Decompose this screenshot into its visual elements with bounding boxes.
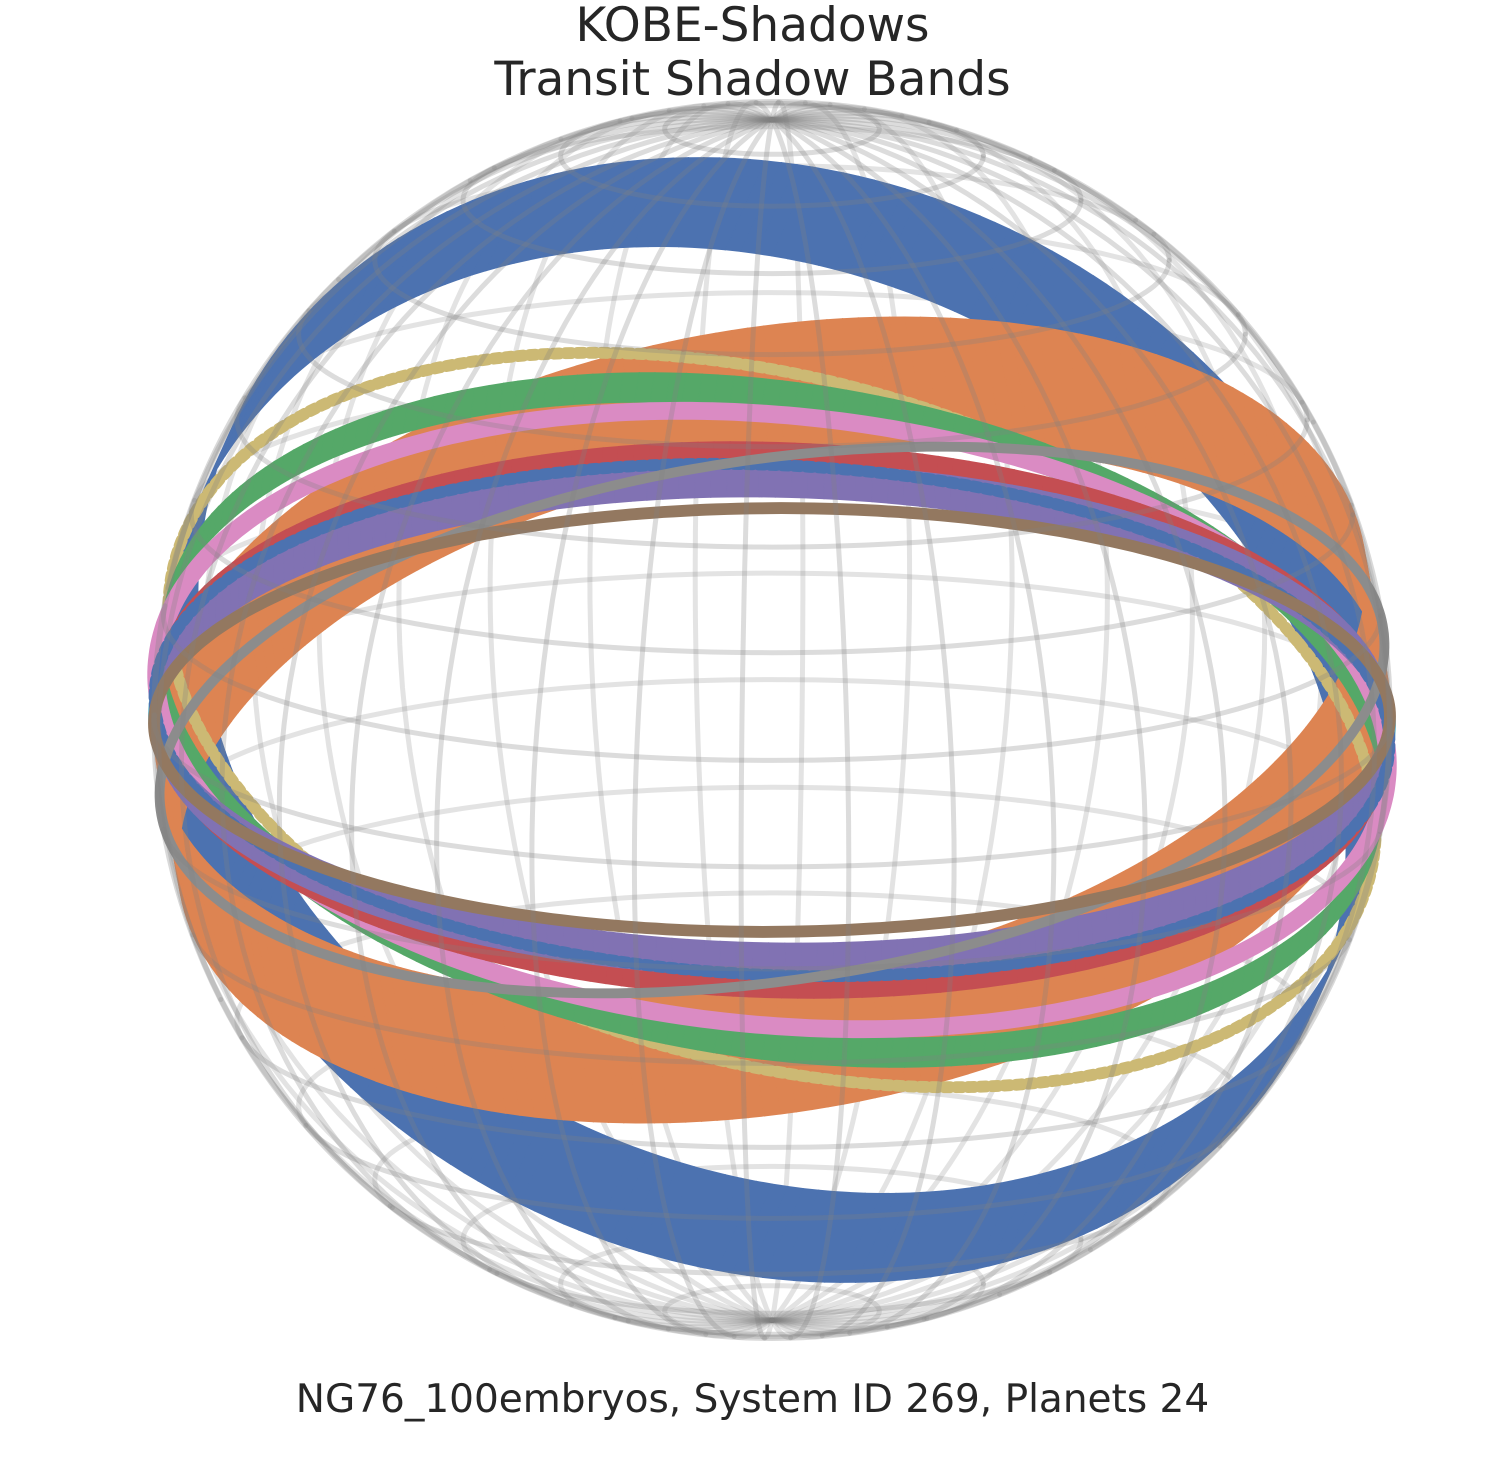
meridian-line <box>529 117 775 1337</box>
meridian-line <box>219 117 775 1276</box>
meridian-line <box>769 1315 930 1332</box>
meridian-line <box>769 117 1294 1297</box>
meridian-line <box>569 1302 775 1330</box>
latitude-line <box>491 124 1057 173</box>
latitude-line <box>303 1122 1238 1221</box>
meridian-line <box>336 116 775 282</box>
latitude-line <box>617 103 932 125</box>
meridian-line <box>769 117 1148 1330</box>
meridian-line <box>769 1317 794 1341</box>
meridian-line <box>434 117 775 1332</box>
meridian-line <box>467 114 775 184</box>
meridian-line <box>701 103 775 123</box>
latitude-line <box>160 677 1384 832</box>
latitude-line <box>1047 1237 1084 1275</box>
latitude-line <box>487 1267 1053 1316</box>
meridian-line <box>769 1317 853 1337</box>
meridian-line <box>769 117 1344 1253</box>
meridian-line <box>738 117 775 1341</box>
meridian-line <box>631 117 775 1339</box>
meridian-line <box>769 99 806 1323</box>
sphere-outline <box>151 99 1393 1341</box>
figure-subtitle: Transit Shadow Bands <box>494 52 1011 107</box>
meridian-line <box>731 1317 775 1340</box>
meridian-line <box>666 106 775 123</box>
latitude-line <box>612 1315 927 1337</box>
meridian-line <box>218 997 775 1324</box>
meridian-line <box>769 100 913 1323</box>
latitude-line <box>926 119 986 159</box>
latitude-line <box>296 308 1248 450</box>
latitude-line <box>234 395 1310 550</box>
meridian-line <box>769 102 1015 1323</box>
meridian-line <box>769 117 1392 834</box>
meridian-line <box>769 100 808 123</box>
meridian-line <box>178 117 775 1211</box>
meridian-line <box>692 99 775 1323</box>
meridian-line <box>762 1317 775 1341</box>
brown-band <box>148 502 1396 938</box>
latitude-line <box>558 118 986 209</box>
meridian-line <box>156 117 775 1002</box>
meridian-line <box>625 1317 775 1333</box>
latitude-line <box>239 1035 1302 1150</box>
meridian-line <box>665 1317 775 1336</box>
meridian-line <box>769 1317 825 1339</box>
meridian-line <box>769 110 960 133</box>
latitude-line <box>372 228 1172 358</box>
meridian-line <box>558 111 775 142</box>
meridian-line <box>725 101 775 123</box>
meridian-line <box>703 1317 775 1338</box>
latitude-line <box>190 932 1352 1066</box>
meridian-line <box>769 117 1057 1336</box>
meridian-line <box>769 113 1033 161</box>
meridian-line <box>769 107 905 123</box>
latitude-line <box>160 603 1384 763</box>
latitude-line <box>1051 167 1084 203</box>
meridian-line <box>389 1205 775 1325</box>
figure-title: KOBE-Shadows <box>575 0 930 53</box>
meridian-line <box>769 1143 1223 1324</box>
latitude-line <box>151 712 1393 870</box>
latitude-line <box>188 497 1356 656</box>
meridian-line <box>769 115 1139 223</box>
meridian-line <box>769 1292 1003 1329</box>
meridian-line <box>276 117 775 1307</box>
latitude-line <box>921 1281 986 1322</box>
meridian-line <box>769 117 1378 1149</box>
meridian-line <box>769 117 957 1339</box>
meridian-line <box>769 99 781 123</box>
meridian-line <box>769 102 833 123</box>
sphere-wireframe-front <box>151 99 1393 1341</box>
meridian-line <box>769 117 1228 1321</box>
meridian-line <box>769 104 867 123</box>
latitude-line <box>460 165 1084 277</box>
shadow-bands <box>147 157 1397 1283</box>
meridian-line <box>769 116 1316 425</box>
system-caption: NG76_100embryos, System ID 269, Planets … <box>295 1377 1210 1422</box>
latitude-line <box>1348 502 1356 518</box>
meridian-line <box>349 117 775 1324</box>
meridian-line <box>753 100 775 123</box>
latitude-line <box>1151 231 1172 263</box>
latitude-line <box>1299 399 1310 423</box>
latitude-line <box>662 1283 882 1340</box>
meridian-line <box>769 117 852 1341</box>
latitude-line <box>242 290 1305 405</box>
gray-band <box>154 441 1390 999</box>
latitude-line <box>662 100 882 157</box>
meridian-line <box>165 117 775 591</box>
meridian-line <box>494 1270 775 1327</box>
yellow-band <box>162 346 1382 1094</box>
meridian-line <box>769 1317 890 1334</box>
latitude-line <box>161 826 1382 972</box>
latitude-line <box>387 1203 1153 1277</box>
meridian-line <box>629 108 775 123</box>
meridian-line <box>769 1247 1093 1326</box>
latitude-line <box>1235 312 1248 337</box>
